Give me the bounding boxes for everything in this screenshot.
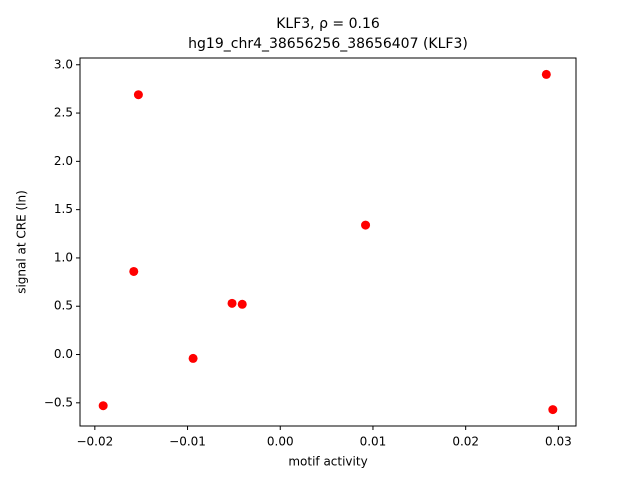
y-tick-label: 1.0 (54, 250, 73, 264)
y-tick-label: 3.0 (54, 57, 73, 71)
point (129, 266, 139, 276)
point (133, 90, 143, 100)
x-tick-label: 0.01 (360, 435, 387, 449)
chart-title: KLF3, ρ = 0.16 (276, 16, 380, 32)
point (237, 299, 247, 309)
x-axis-label: motif activity (288, 455, 367, 469)
chart-subtitle: hg19_chr4_38656256_38656407 (KLF3) (188, 36, 468, 52)
point (548, 405, 558, 415)
y-tick-label: 0.5 (54, 299, 73, 313)
y-tick-label: 1.5 (54, 202, 73, 216)
point (227, 298, 237, 308)
point (98, 401, 108, 411)
point (541, 69, 551, 79)
point (361, 220, 371, 230)
y-tick-label: 0.0 (54, 347, 73, 361)
point (188, 353, 198, 363)
x-tick-label: −0.01 (169, 435, 206, 449)
x-tick-label: 0.03 (545, 435, 572, 449)
y-axis-label: signal at CRE (ln) (15, 190, 29, 294)
y-tick-label: 2.5 (54, 106, 73, 120)
x-tick-label: 0.00 (267, 435, 294, 449)
y-tick-label: −0.5 (44, 395, 73, 409)
y-tick-label: 2.0 (54, 154, 73, 168)
plot-frame (79, 57, 577, 427)
x-tick-label: 0.02 (452, 435, 479, 449)
x-tick-label: −0.02 (76, 435, 113, 449)
